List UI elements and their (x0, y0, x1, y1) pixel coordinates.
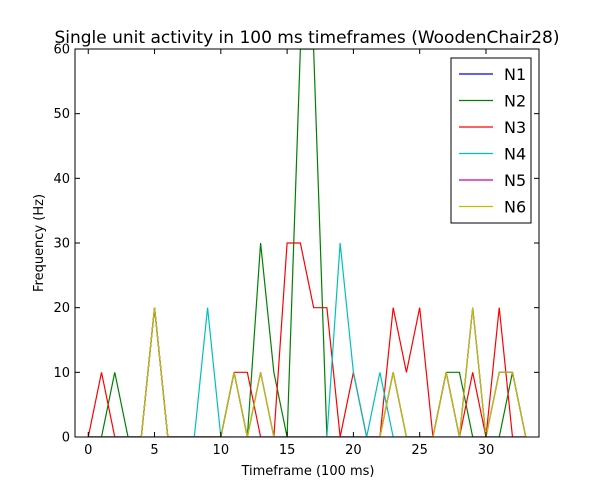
y-tick-label: 50 (53, 107, 70, 122)
legend-label-n4: N4 (504, 145, 526, 164)
legend-label-n3: N3 (504, 118, 526, 137)
y-tick-label: 40 (53, 172, 70, 187)
y-tick-label: 30 (53, 237, 70, 252)
x-tick-label: 0 (84, 443, 92, 458)
x-tick-label: 10 (213, 443, 230, 458)
y-axis-label: Frequency (Hz) (32, 194, 47, 292)
legend-label-n5: N5 (504, 171, 526, 190)
legend-frame (450, 57, 532, 224)
x-tick-label: 30 (478, 443, 495, 458)
series-line-n6 (88, 307, 527, 437)
x-tick-label: 20 (345, 443, 362, 458)
x-tick-label: 5 (150, 443, 158, 458)
legend-label-n2: N2 (504, 92, 526, 111)
y-tick-label: 0 (62, 431, 70, 446)
legend-label-n6: N6 (504, 198, 526, 217)
series-line-n4 (88, 242, 527, 437)
chart-title: Single unit activity in 100 ms timeframe… (54, 28, 559, 48)
legend: N1 N2 N3 N4 N5 N6 (450, 57, 532, 224)
x-axis-label: Timeframe (100 ms) (240, 464, 374, 479)
series-line-n5 (88, 307, 527, 437)
axes-layer: 0 5 10 15 20 25 30 0 10 20 30 40 50 60 (53, 43, 540, 458)
y-tick-label: 60 (53, 43, 70, 58)
legend-label-n1: N1 (504, 65, 526, 84)
x-tick-label: 25 (411, 443, 428, 458)
y-tick-label: 20 (53, 301, 70, 316)
series-line-n3 (87, 242, 526, 437)
x-tick-label: 15 (279, 443, 296, 458)
series-layer (87, 49, 527, 437)
y-tick-label: 10 (53, 366, 70, 381)
